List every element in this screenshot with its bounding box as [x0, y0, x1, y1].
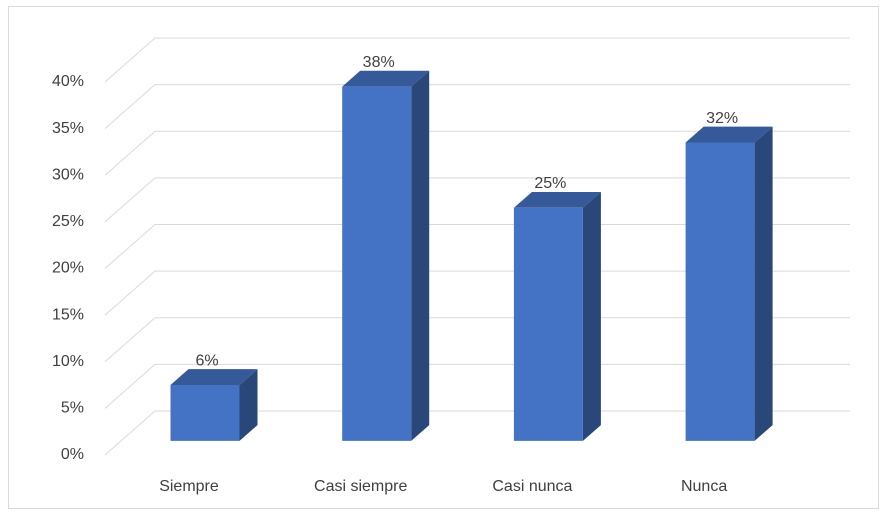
grid-line [104, 37, 850, 83]
x-tick-label: Casi nunca [492, 478, 572, 495]
bar-top [170, 369, 258, 385]
grid-line [104, 363, 850, 409]
grid-line [104, 177, 850, 223]
bar-side [754, 126, 773, 441]
data-label: 38% [363, 54, 395, 71]
y-tick-label: 30% [52, 166, 84, 183]
y-tick-label: 10% [52, 353, 84, 370]
data-label: 32% [706, 110, 738, 127]
data-label: 6% [195, 352, 218, 369]
bar [513, 191, 601, 441]
bar-top [513, 191, 601, 208]
x-tick-label: Siempre [159, 478, 219, 495]
y-tick-label: 35% [52, 120, 84, 137]
bar [342, 70, 430, 441]
bar-front [170, 384, 240, 441]
y-tick-label: 25% [52, 213, 84, 230]
y-tick-label: 15% [52, 306, 84, 323]
data-label: 25% [534, 175, 566, 192]
bar-side [411, 70, 430, 441]
y-tick-label: 40% [52, 73, 84, 90]
bar-side [239, 369, 258, 441]
bar-front [513, 207, 583, 441]
bar-top [685, 126, 773, 143]
x-tick-label: Nunca [681, 478, 727, 495]
y-tick-label: 5% [61, 400, 84, 417]
y-tick-label: 0% [61, 446, 84, 463]
bar-front [342, 86, 412, 441]
grid-line [104, 317, 850, 363]
y-tick-label: 20% [52, 260, 84, 277]
bar-side [582, 191, 601, 441]
grid-line [104, 410, 850, 456]
x-tick-label: Casi siempre [314, 478, 407, 495]
bar-top [342, 70, 430, 87]
grid-line [104, 130, 850, 176]
grid-line [104, 224, 850, 269]
grid-line [104, 270, 850, 316]
bar [170, 369, 258, 441]
grid-line [104, 84, 850, 130]
bar [685, 126, 773, 441]
bar-front [685, 142, 755, 441]
